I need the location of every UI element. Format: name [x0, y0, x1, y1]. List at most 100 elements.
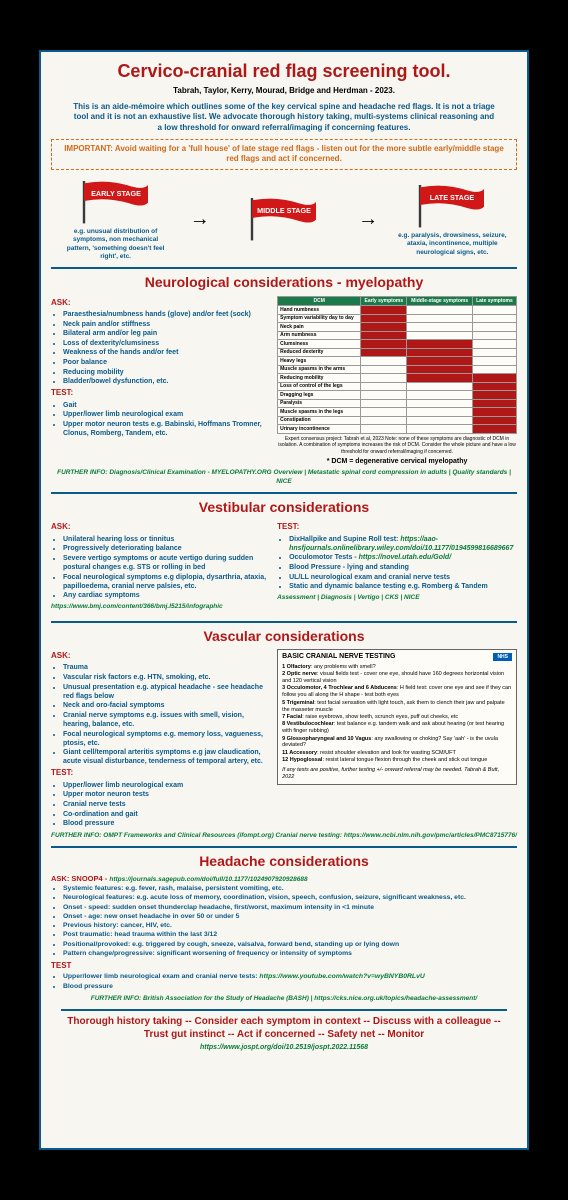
dcm-h0: Early symptoms — [361, 296, 407, 306]
list-item: Cranial nerve symptoms e.g. issues with … — [63, 711, 269, 729]
flag-icon: MIDDLE STAGE — [244, 193, 324, 243]
list-item: Progressively deteriorating balance — [63, 544, 269, 553]
flag-icon: EARLY STAGE — [76, 176, 156, 226]
vestib-test-label: TEST: — [277, 522, 517, 532]
cn-line: 3 Occulomotor, 4 Trochlear and 6 Abducen… — [282, 685, 512, 699]
table-row: Heavy legs — [278, 357, 517, 366]
list-item: Upper motor neuron tests e.g. Babinski, … — [63, 420, 269, 438]
dcm-body: Hand numbnessSymptom variability day to … — [278, 306, 517, 434]
list-item: Neck and oro-facial symptoms — [63, 701, 269, 710]
list-item: Co-ordination and gait — [63, 810, 269, 819]
list-item: Upper/lower limb neurological exam — [63, 781, 269, 790]
list-item: Static and dynamic balance testing e.g. … — [289, 582, 517, 591]
row-label: Muscle spasms in the arms — [278, 365, 361, 374]
table-cell — [407, 340, 473, 349]
neuro-ask-label: ASK: — [51, 298, 269, 308]
table-row: Neck pain — [278, 323, 517, 332]
dcm-table: DCM Early symptoms Middle-stage symptoms… — [277, 296, 517, 434]
table-cell — [472, 374, 516, 383]
cn-line: 2 Optic nerve: visual fields test - cove… — [282, 671, 512, 685]
list-item: Occulomotor Tests - https://novel.utah.e… — [289, 553, 517, 562]
table-cell — [361, 314, 407, 323]
dcm-header-row: DCM Early symptoms Middle-stage symptoms… — [278, 296, 517, 306]
list-item: Gait — [63, 401, 269, 410]
list-item: Trauma — [63, 663, 269, 672]
list-item: Focal neurological symptoms e.g. memory … — [63, 730, 269, 748]
list-item: Onset - speed: sudden onset thunderclap … — [63, 904, 517, 913]
vestib-ask-link: https://www.bmj.com/content/366/bmj.l521… — [51, 603, 269, 611]
svg-text:MIDDLE STAGE: MIDDLE STAGE — [257, 206, 311, 215]
table-cell — [407, 374, 473, 383]
table-cell — [361, 340, 407, 349]
row-label: Urinary incontinence — [278, 425, 361, 434]
cranial-nerve-box: NHS BASIC CRANIAL NERVE TESTING 1 Olfact… — [277, 649, 517, 785]
list-item: Poor balance — [63, 358, 269, 367]
row-label: Loss of control of the legs — [278, 382, 361, 391]
table-cell — [407, 425, 473, 434]
table-cell — [472, 416, 516, 425]
vestib-further: Assessment | Diagnosis | Vertigo | CKS |… — [277, 594, 517, 602]
list-item: Blood Pressure - lying and standing — [289, 563, 517, 572]
table-row: Arm numbness — [278, 331, 517, 340]
table-row: Dragging legs — [278, 391, 517, 400]
table-cell — [472, 425, 516, 434]
table-cell — [472, 306, 516, 315]
table-cell — [361, 391, 407, 400]
cn-line: 1 Olfactory: any problems with smell? — [282, 664, 512, 671]
important-box: IMPORTANT: Avoid waiting for a 'full hou… — [51, 139, 517, 170]
arrow-icon: → — [190, 206, 210, 232]
row-label: Paralysis — [278, 399, 361, 408]
table-cell — [472, 391, 516, 400]
table-row: Hand numbness — [278, 306, 517, 315]
table-cell — [361, 416, 407, 425]
neuro-further: FURTHER INFO: Diagnosis/Clinical Examina… — [51, 469, 517, 486]
table-cell — [472, 331, 516, 340]
table-row: Reducing mobility — [278, 374, 517, 383]
list-item: Paraesthesia/numbness hands (glove) and/… — [63, 310, 269, 319]
cn-title: BASIC CRANIAL NERVE TESTING — [282, 653, 512, 662]
flag-icon: LATE STAGE — [412, 180, 492, 230]
list-item: Onset - age: new onset headache in over … — [63, 913, 517, 922]
svg-text:LATE STAGE: LATE STAGE — [430, 193, 475, 202]
document-page: Cervico-cranial red flag screening tool.… — [39, 50, 529, 1150]
table-cell — [361, 306, 407, 315]
flag-middle: MIDDLE STAGE — [229, 193, 339, 245]
list-item: Positional/provoked: e.g. triggered by c… — [63, 941, 517, 950]
authors: Tabrah, Taylor, Kerry, Mourad, Bridge an… — [51, 86, 517, 96]
table-cell — [407, 365, 473, 374]
row-label: Reduced dexterity — [278, 348, 361, 357]
row-label: Constipation — [278, 416, 361, 425]
list-item: Upper motor neuron tests — [63, 790, 269, 799]
neuro-columns: ASK: Paraesthesia/numbness hands (glove)… — [51, 296, 517, 467]
list-item: Any cardiac symptoms — [63, 591, 269, 600]
table-cell — [361, 323, 407, 332]
table-cell — [361, 365, 407, 374]
list-item: DixHallpike and Supine Roll test: https:… — [289, 535, 517, 553]
headache-further: FURTHER INFO: British Association for th… — [51, 995, 517, 1003]
table-row: Loss of control of the legs — [278, 382, 517, 391]
nhs-badge: NHS — [493, 653, 512, 661]
row-label: Dragging legs — [278, 391, 361, 400]
list-item: Focal neurological symptoms e.g diplopia… — [63, 573, 269, 591]
neuro-test-list: GaitUpper/lower limb neurological examUp… — [51, 401, 269, 438]
table-cell — [472, 314, 516, 323]
flag-late: LATE STAGE e.g. paralysis, drowsiness, s… — [397, 180, 507, 257]
row-label: Hand numbness — [278, 306, 361, 315]
table-cell — [407, 408, 473, 417]
table-row: Paralysis — [278, 399, 517, 408]
vascular-title: Vascular considerations — [51, 621, 517, 645]
cn-line: 8 Vestibulocochlear: test balance e.g. t… — [282, 721, 512, 735]
table-cell — [407, 357, 473, 366]
table-cell — [472, 357, 516, 366]
list-item: Blood pressure — [63, 983, 517, 992]
table-cell — [472, 340, 516, 349]
svg-text:EARLY STAGE: EARLY STAGE — [91, 189, 141, 198]
table-cell — [407, 382, 473, 391]
snoop-label: ASK: SNOOP4 - — [51, 874, 109, 883]
table-cell — [407, 323, 473, 332]
snoop-row: ASK: SNOOP4 - https://journals.sagepub.c… — [51, 874, 517, 884]
doi-link: https://www.jospt.org/doi/10.2519/jospt.… — [51, 1043, 517, 1052]
table-row: Reduced dexterity — [278, 348, 517, 357]
table-row: Muscle spasms in the legs — [278, 408, 517, 417]
table-cell — [361, 382, 407, 391]
